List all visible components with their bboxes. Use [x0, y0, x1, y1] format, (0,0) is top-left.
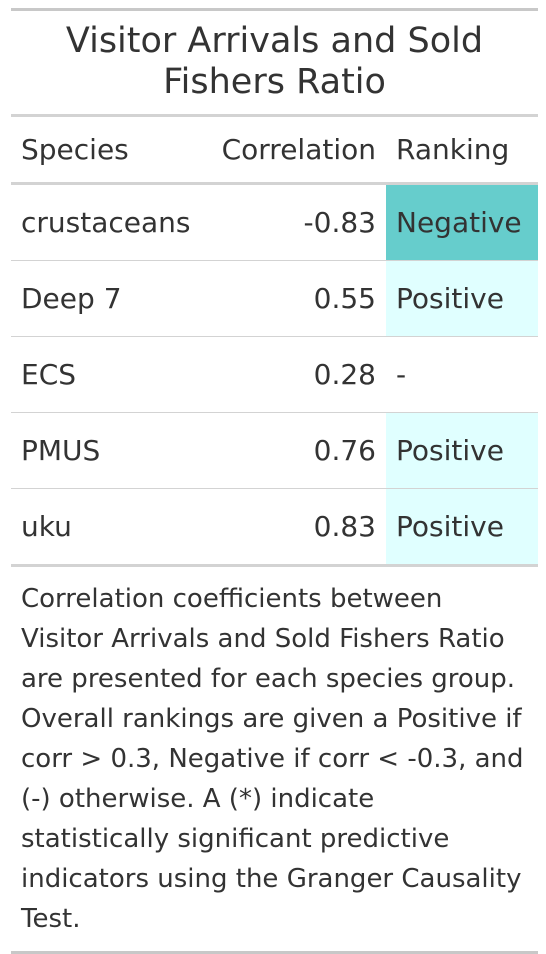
ranking-cell: Negative — [386, 183, 538, 261]
correlation-cell: -0.83 — [211, 183, 386, 261]
correlation-cell: 0.28 — [211, 336, 386, 413]
correlation-table: Visitor Arrivals and Sold Fishers Ratio … — [11, 8, 538, 954]
species-cell: uku — [21, 510, 72, 543]
ranking-cell: Positive — [386, 260, 538, 337]
header-ranking: Ranking — [386, 117, 538, 185]
correlation-cell: 0.83 — [313, 510, 376, 543]
ranking-cell: - — [386, 336, 538, 413]
table-row: crustaceans -0.83 Negative — [11, 183, 538, 261]
header-correlation: Correlation — [211, 117, 386, 185]
species-cell: ECS — [11, 336, 211, 413]
correlation-cell: 0.76 — [211, 412, 386, 489]
table-row: uku 0.83 Positive — [11, 488, 538, 564]
table-row: Deep 7 0.55 Positive — [11, 260, 538, 337]
species-cell: crustaceans — [11, 183, 211, 261]
table-row: ECS 0.28 - — [11, 336, 538, 413]
table-title: Visitor Arrivals and Sold Fishers Ratio — [11, 11, 538, 117]
header-species: Species — [11, 117, 211, 185]
species-cell: Deep 7 — [11, 260, 211, 337]
table-row: PMUS 0.76 Positive — [11, 412, 538, 489]
ranking-cell: Positive — [386, 412, 538, 489]
data-table: Species Correlation Ranking crustaceans … — [11, 117, 538, 564]
ranking-cell: Positive — [386, 488, 538, 564]
header-row: Species Correlation Ranking — [11, 117, 538, 185]
species-cell: PMUS — [11, 412, 211, 489]
table-footnote: Correlation coefficients between Visitor… — [11, 564, 538, 951]
correlation-cell: 0.55 — [211, 260, 386, 337]
